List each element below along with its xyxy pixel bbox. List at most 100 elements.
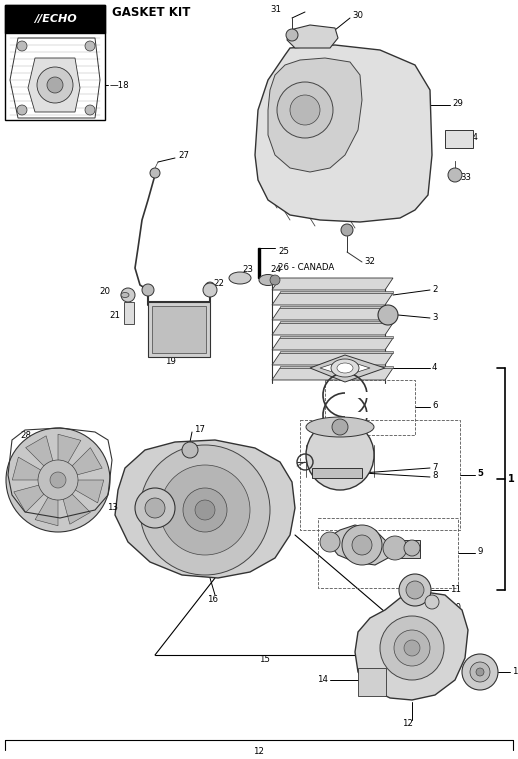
Text: 10: 10 [450, 603, 461, 612]
Text: 5: 5 [477, 470, 483, 478]
Circle shape [135, 488, 175, 528]
Bar [152, 306, 206, 353]
Text: 8: 8 [432, 471, 438, 480]
Text: 31: 31 [270, 5, 281, 14]
Circle shape [203, 283, 217, 297]
Polygon shape [355, 592, 468, 700]
Circle shape [50, 472, 66, 488]
Bar [258, 248, 260, 278]
Polygon shape [272, 278, 393, 290]
Circle shape [47, 77, 63, 93]
Polygon shape [272, 293, 393, 305]
Text: GASKET KIT: GASKET KIT [112, 5, 191, 18]
Circle shape [399, 574, 431, 606]
Bar [358, 668, 386, 696]
Circle shape [85, 41, 95, 51]
Text: 6: 6 [432, 402, 438, 411]
Text: 13: 13 [512, 666, 518, 676]
Text: 15: 15 [260, 656, 270, 664]
Polygon shape [14, 485, 44, 512]
Text: 28: 28 [20, 430, 31, 439]
Text: 17: 17 [194, 426, 205, 434]
Text: 25: 25 [278, 247, 289, 257]
Text: 32: 32 [364, 257, 375, 266]
Text: 11: 11 [450, 584, 461, 594]
Circle shape [17, 105, 27, 115]
Polygon shape [280, 366, 393, 368]
Circle shape [150, 168, 160, 178]
Bar [300, 420, 460, 530]
Circle shape [277, 82, 333, 138]
Text: 30: 30 [352, 11, 363, 20]
Text: 9: 9 [477, 547, 482, 556]
Text: 33: 33 [460, 174, 471, 182]
Circle shape [38, 460, 78, 500]
Circle shape [378, 305, 398, 325]
Text: 16: 16 [208, 596, 219, 604]
Text: 1: 1 [508, 474, 515, 484]
Polygon shape [63, 494, 90, 524]
Polygon shape [280, 321, 393, 323]
Circle shape [394, 630, 430, 666]
Circle shape [140, 445, 270, 575]
Circle shape [462, 654, 498, 690]
Bar [325, 380, 415, 435]
Ellipse shape [229, 272, 251, 284]
Bar [345, 392, 370, 398]
Text: 14: 14 [317, 675, 328, 684]
Text: 4: 4 [432, 363, 438, 371]
Circle shape [404, 640, 420, 656]
Polygon shape [280, 351, 393, 353]
Circle shape [320, 532, 340, 552]
Polygon shape [26, 436, 53, 466]
Polygon shape [75, 480, 104, 503]
Ellipse shape [331, 359, 359, 377]
Text: 13: 13 [107, 502, 118, 512]
Ellipse shape [121, 292, 129, 298]
Ellipse shape [259, 275, 277, 285]
Circle shape [448, 168, 462, 182]
Polygon shape [330, 525, 390, 565]
Polygon shape [272, 368, 393, 380]
Ellipse shape [337, 363, 353, 373]
Text: 22: 22 [213, 279, 224, 288]
Circle shape [145, 498, 165, 518]
Text: 19: 19 [165, 357, 176, 367]
Text: 20: 20 [99, 288, 110, 297]
Polygon shape [28, 58, 80, 112]
Circle shape [37, 67, 73, 103]
Circle shape [290, 95, 320, 125]
Polygon shape [280, 291, 393, 293]
Circle shape [425, 595, 439, 609]
Circle shape [183, 488, 227, 532]
Polygon shape [287, 25, 338, 48]
Polygon shape [272, 308, 393, 320]
Text: 7: 7 [432, 462, 438, 471]
Circle shape [205, 282, 215, 292]
Bar [124, 302, 134, 324]
Bar [445, 130, 473, 148]
Polygon shape [272, 353, 393, 365]
Polygon shape [280, 306, 393, 308]
Polygon shape [35, 497, 58, 526]
Polygon shape [115, 440, 295, 578]
Polygon shape [310, 355, 385, 382]
Text: 26 - CANADA: 26 - CANADA [278, 263, 334, 272]
Circle shape [404, 540, 420, 556]
Bar [5, 5, 105, 33]
Circle shape [270, 275, 280, 285]
Circle shape [17, 41, 27, 51]
Bar [5, 5, 105, 120]
Polygon shape [58, 434, 81, 463]
Polygon shape [255, 45, 432, 222]
Polygon shape [268, 58, 362, 172]
Polygon shape [72, 448, 102, 475]
Circle shape [383, 536, 407, 560]
Ellipse shape [306, 417, 374, 437]
Text: 29: 29 [452, 99, 463, 108]
Circle shape [195, 500, 215, 520]
Bar [318, 518, 458, 588]
Text: 12: 12 [402, 719, 413, 727]
Circle shape [342, 525, 382, 565]
Text: 2: 2 [432, 285, 438, 294]
